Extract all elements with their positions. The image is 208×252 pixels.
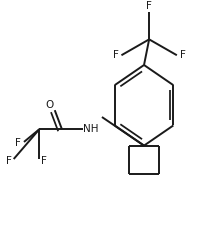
Text: F: F	[180, 50, 186, 60]
Text: F: F	[15, 138, 21, 148]
Text: NH: NH	[83, 124, 98, 134]
Text: F: F	[113, 50, 119, 60]
Text: F: F	[41, 156, 46, 166]
Text: O: O	[46, 100, 54, 110]
Text: F: F	[6, 156, 11, 166]
Text: F: F	[146, 2, 152, 11]
